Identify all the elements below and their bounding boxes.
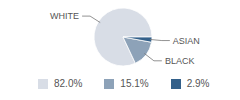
svg-text:WHITE: WHITE [50,11,79,21]
svg-text:ASIAN: ASIAN [173,36,200,46]
html-text:82.0%: 82.0% [54,78,83,89]
html-text:15.1%: 15.1% [120,78,149,89]
svg-text:BLACK: BLACK [165,56,195,66]
html-text:2.9%: 2.9% [186,78,210,89]
